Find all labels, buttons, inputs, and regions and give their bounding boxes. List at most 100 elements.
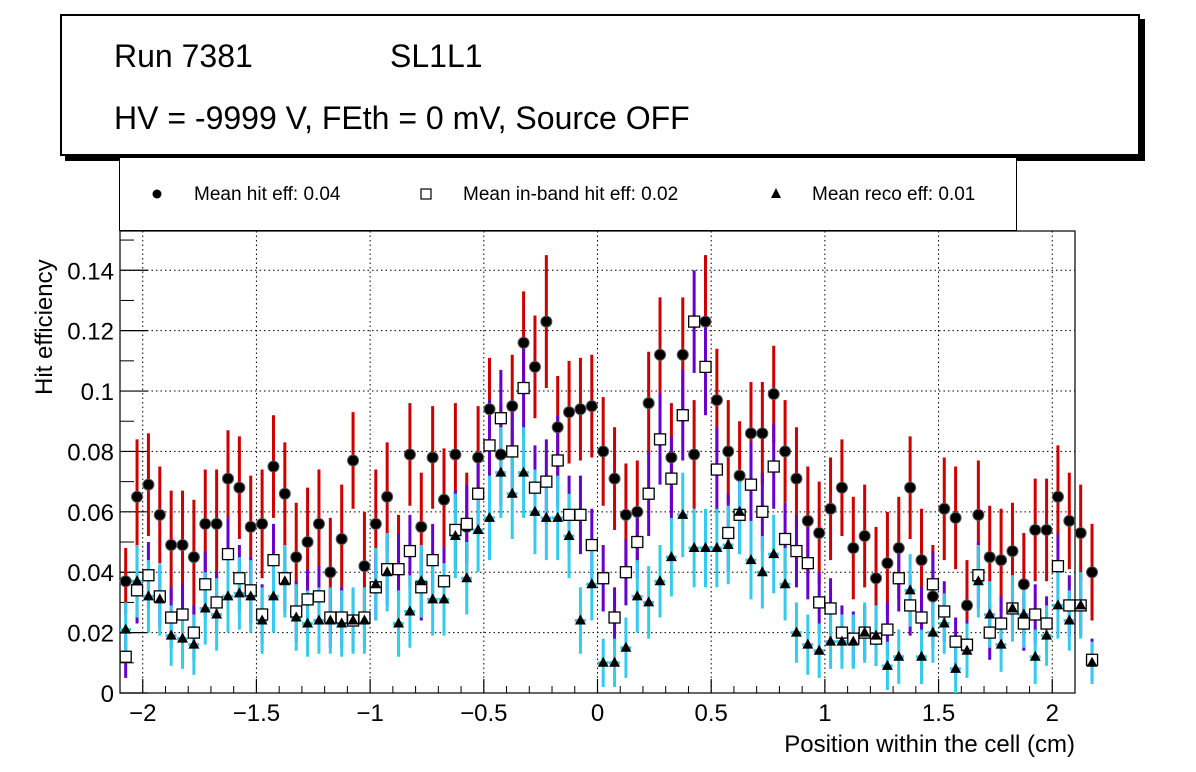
hit-eff-point: [870, 572, 883, 585]
reco-eff-point: [1029, 650, 1041, 661]
x-tick-label: −2: [129, 700, 156, 727]
hit-eff-point: [324, 566, 337, 579]
inband-eff-point: [210, 596, 223, 609]
inband-eff-point: [597, 572, 610, 585]
inband-eff-point: [585, 538, 598, 552]
inband-eff-point: [767, 460, 780, 473]
hit-eff-point: [222, 472, 235, 485]
y-tick-label: 0.14: [67, 258, 114, 285]
reco-eff-point: [881, 659, 893, 670]
hit-eff-point: [403, 448, 416, 461]
inband-eff-point: [631, 535, 644, 549]
x-tick-label: 2: [1046, 700, 1059, 727]
reco-eff-point: [461, 572, 473, 583]
reco-eff-point: [700, 542, 712, 553]
inband-eff-point: [426, 553, 439, 567]
hit-eff-point: [983, 551, 996, 564]
hit-eff-point: [165, 539, 178, 552]
reco-eff-point: [165, 629, 177, 640]
hit-eff-point: [824, 502, 837, 515]
inband-eff-point: [176, 608, 189, 621]
x-axis-label: Position within the cell (cm): [784, 731, 1075, 758]
reco-eff-point: [1018, 608, 1030, 619]
hit-eff-point: [494, 448, 507, 461]
reco-eff-point: [825, 635, 837, 646]
data-marks: [119, 255, 1099, 693]
hit-eff-point: [619, 508, 632, 521]
hit-eff-point: [563, 406, 576, 419]
reco-eff-point: [631, 590, 643, 601]
inband-eff-point: [949, 635, 962, 648]
y-axis-label: Hit efficiency: [31, 259, 58, 395]
reco-eff-point: [745, 554, 757, 565]
inband-eff-point: [119, 650, 132, 663]
y-tick-label: 0.04: [67, 560, 114, 587]
reco-eff-point: [233, 587, 245, 598]
inband-eff-point: [494, 412, 508, 425]
hit-eff-point: [131, 490, 144, 503]
inband-eff-point: [994, 617, 1008, 630]
hit-eff-point: [858, 529, 871, 542]
reco-eff-point: [245, 590, 257, 601]
hit-eff-point: [369, 517, 382, 530]
hit-eff-point: [722, 445, 735, 458]
y-tick-label: 0.12: [67, 319, 114, 346]
reco-eff-point: [370, 578, 382, 589]
reco-eff-point: [540, 511, 552, 522]
x-tick-label: −0.5: [460, 700, 507, 727]
hit-eff-point: [176, 539, 189, 552]
x-tick-label: 1: [818, 700, 831, 727]
inband-eff-point: [1040, 617, 1053, 630]
hit-eff-point: [960, 599, 973, 612]
x-tick-label: 1.5: [922, 700, 955, 727]
reco-eff-point: [483, 511, 495, 522]
inband-eff-point: [756, 505, 769, 518]
reco-eff-point: [177, 632, 189, 643]
inband-eff-point: [687, 315, 701, 328]
inband-eff-point: [562, 508, 576, 521]
inband-eff-point: [517, 381, 530, 395]
reco-eff-point: [1041, 629, 1053, 640]
reco-eff-point: [313, 614, 325, 625]
reco-eff-point: [438, 593, 450, 604]
hit-eff-point: [187, 551, 200, 564]
reco-eff-point: [199, 602, 211, 613]
hit-eff-point: [676, 348, 689, 361]
hit-eff-point: [1029, 523, 1042, 536]
reco-eff-point: [188, 638, 200, 649]
inband-eff-point: [506, 445, 519, 458]
reco-eff-point: [609, 656, 621, 667]
inband-eff-point: [267, 553, 280, 567]
inband-eff-point: [130, 584, 144, 597]
hit-eff-point: [233, 481, 246, 494]
hit-eff-point: [790, 472, 803, 485]
inband-eff-point: [1017, 617, 1030, 630]
inband-eff-point: [403, 544, 417, 558]
hit-eff-point: [517, 336, 530, 349]
y-tick-label: 0.08: [67, 439, 114, 466]
inband-eff-point: [619, 566, 633, 579]
hit-eff-point: [438, 493, 451, 506]
inband-eff-point: [710, 463, 724, 476]
reco-eff-point: [267, 590, 279, 601]
hit-eff-point: [608, 472, 621, 485]
hit-eff-point: [301, 536, 314, 549]
y-tick-label: 0.02: [67, 621, 114, 648]
run-label: Run 7381: [114, 38, 253, 74]
inband-eff-point: [801, 557, 814, 570]
x-tick-label: 0.5: [695, 700, 728, 727]
legend-square-icon: [420, 188, 432, 200]
hit-eff-point: [642, 397, 655, 410]
hit-eff-point: [415, 520, 428, 533]
inband-eff-point: [926, 578, 940, 591]
reco-eff-point: [211, 608, 223, 619]
title-box: Run 7381 SL1L1 HV = -9999 V, FEth = 0 mV…: [60, 14, 1140, 156]
reco-eff-point: [586, 578, 598, 589]
reco-eff-point: [324, 614, 336, 625]
reco-eff-point: [779, 578, 791, 589]
reco-eff-point: [495, 466, 507, 477]
x-tick-label: −1.5: [233, 700, 280, 727]
hit-eff-point: [290, 551, 303, 564]
inband-eff-point: [938, 605, 951, 618]
inband-eff-point: [699, 360, 712, 374]
